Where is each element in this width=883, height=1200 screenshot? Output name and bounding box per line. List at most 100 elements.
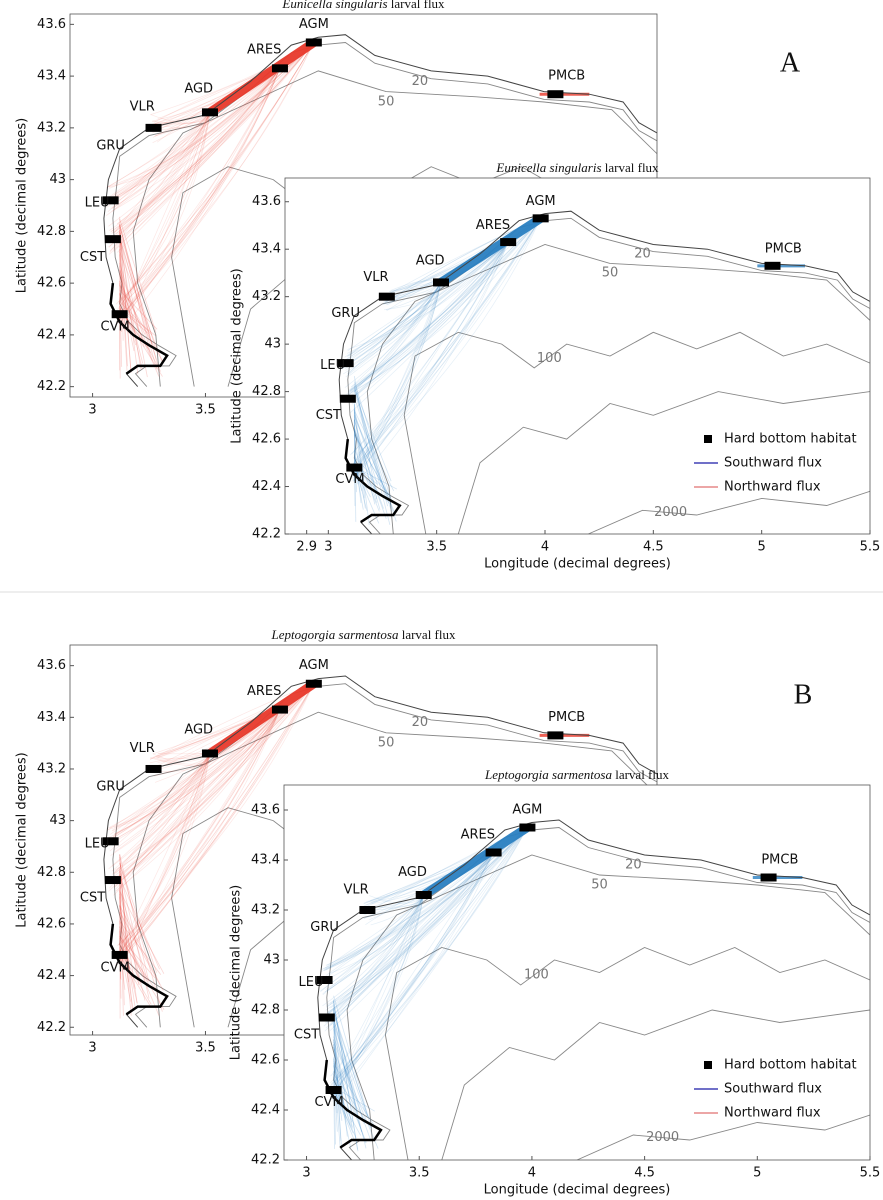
site-label: CVM bbox=[101, 320, 130, 335]
x-tick-label: 3.5 bbox=[195, 1041, 216, 1056]
flux-line bbox=[111, 753, 211, 875]
habitat bbox=[316, 976, 333, 984]
flux-line bbox=[119, 937, 136, 989]
flux-line bbox=[325, 827, 528, 1029]
flux-line bbox=[350, 241, 509, 402]
habitat bbox=[102, 196, 119, 205]
flux-line bbox=[353, 416, 388, 497]
flux-line bbox=[353, 428, 384, 509]
flux-line bbox=[357, 218, 541, 456]
flux-line bbox=[119, 269, 153, 361]
y-tick-label: 43.4 bbox=[37, 710, 66, 725]
flux-line bbox=[110, 112, 211, 201]
map: 20 50 100 2000 AGM ARES AGD VLR GRU LEU CST CVM PMCB… bbox=[230, 160, 881, 572]
flux-line bbox=[349, 218, 541, 392]
flux-line bbox=[111, 42, 315, 234]
site-label: PMCB bbox=[765, 242, 802, 257]
flux-line bbox=[108, 753, 211, 841]
flux-line bbox=[116, 709, 281, 892]
habitat bbox=[547, 731, 564, 740]
flux-line bbox=[345, 218, 541, 371]
flux-line bbox=[122, 112, 211, 302]
flux-line bbox=[112, 68, 281, 205]
flux-line bbox=[109, 42, 315, 240]
flux-line bbox=[353, 218, 541, 479]
flux-line bbox=[324, 827, 528, 1032]
legend-label: Hard bottom habitat bbox=[724, 432, 857, 447]
flux-line bbox=[333, 1018, 365, 1124]
panel-letter: A bbox=[780, 47, 801, 78]
site-label: ARES bbox=[476, 218, 510, 233]
site-label: LEU bbox=[299, 975, 324, 990]
y-axis-label: Latitude (decimal degrees) bbox=[230, 268, 245, 444]
habitat-coast bbox=[109, 923, 169, 1016]
isobath bbox=[576, 1114, 870, 1160]
flux-line bbox=[119, 921, 162, 976]
map-content: 20 50 100 2000 AGM ARES AGD VLR GRU LEU CST CVM PMCB bbox=[316, 194, 870, 534]
flux-line bbox=[349, 218, 541, 391]
flux-trunk bbox=[207, 38, 317, 117]
map: 20 50 100 2000 AGM ARES AGD VLR GRU LEU CST CVM PMCB… bbox=[229, 767, 881, 1198]
isobath-label: 100 bbox=[524, 968, 549, 983]
flux-line bbox=[107, 112, 211, 212]
y-tick-label: 42.8 bbox=[37, 865, 66, 880]
x-tick-label: 2.9 bbox=[296, 540, 317, 555]
flux-line bbox=[153, 709, 281, 777]
site-label: GRU bbox=[96, 138, 125, 153]
flux-line bbox=[350, 218, 541, 468]
flux-line bbox=[123, 112, 211, 301]
flux-line bbox=[351, 282, 442, 395]
flux-line bbox=[118, 709, 281, 965]
map-background bbox=[284, 785, 870, 1160]
habitat bbox=[547, 90, 564, 99]
habitat bbox=[271, 64, 288, 73]
isobath-label: 50 bbox=[602, 265, 619, 280]
isobath-label: 20 bbox=[634, 246, 651, 261]
flux-line bbox=[118, 112, 211, 320]
y-tick-label: 42.2 bbox=[37, 1020, 66, 1035]
isobath-label: 50 bbox=[591, 878, 608, 893]
x-tick-label: 3 bbox=[88, 403, 96, 418]
flux-line bbox=[328, 852, 494, 1020]
flux-line bbox=[116, 753, 211, 882]
flux-line bbox=[349, 282, 442, 394]
site-label: CST bbox=[294, 1028, 319, 1043]
flux-line bbox=[347, 282, 442, 354]
flux-line bbox=[333, 1005, 359, 1117]
flux-line bbox=[106, 753, 211, 842]
flux-line bbox=[352, 241, 509, 468]
isobath bbox=[403, 331, 870, 534]
flux-line bbox=[120, 753, 211, 953]
flux-line bbox=[115, 709, 281, 956]
flux-line bbox=[116, 112, 211, 225]
flux-line bbox=[353, 388, 392, 482]
isobath bbox=[112, 42, 657, 387]
y-tick-label: 42.4 bbox=[251, 1103, 280, 1118]
flux-line bbox=[329, 852, 494, 1088]
flux-line bbox=[116, 42, 315, 324]
flux-line bbox=[120, 683, 315, 955]
flux-line bbox=[115, 709, 281, 874]
y-tick-label: 43.4 bbox=[252, 242, 281, 257]
flux-line bbox=[113, 68, 281, 252]
flux-line bbox=[109, 683, 315, 889]
flux-line bbox=[117, 42, 315, 225]
flux-line bbox=[331, 852, 494, 1097]
habitat bbox=[378, 292, 395, 301]
flux-line bbox=[119, 854, 150, 982]
flux-line bbox=[111, 112, 211, 199]
flux-line bbox=[154, 709, 281, 783]
flux-line bbox=[119, 920, 160, 1016]
y-axis-label: Latitude (decimal degrees) bbox=[15, 118, 30, 294]
flux-line bbox=[111, 683, 315, 867]
flux-line bbox=[120, 753, 211, 954]
flux-line bbox=[333, 1088, 354, 1134]
flux-line bbox=[343, 282, 442, 363]
flux-line bbox=[323, 827, 528, 971]
flux-line bbox=[341, 282, 442, 368]
flux-line bbox=[337, 827, 528, 1077]
flux-line bbox=[119, 229, 132, 372]
y-tick-label: 42.6 bbox=[252, 432, 281, 447]
habitat bbox=[104, 876, 121, 885]
flux-line bbox=[347, 282, 442, 376]
